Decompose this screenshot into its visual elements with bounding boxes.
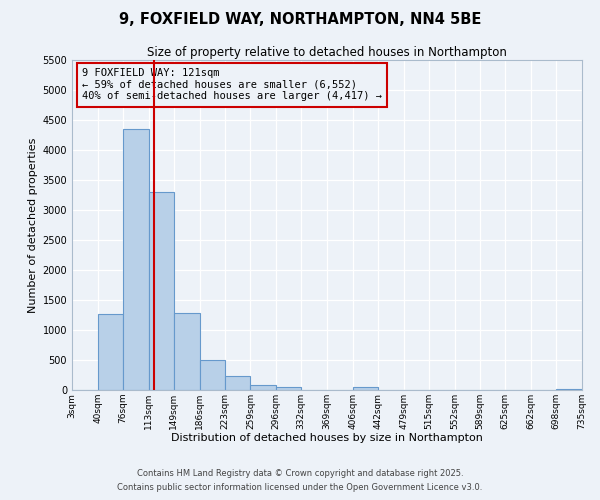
Text: 9, FOXFIELD WAY, NORTHAMPTON, NN4 5BE: 9, FOXFIELD WAY, NORTHAMPTON, NN4 5BE [119,12,481,28]
Title: Size of property relative to detached houses in Northampton: Size of property relative to detached ho… [147,46,507,59]
X-axis label: Distribution of detached houses by size in Northampton: Distribution of detached houses by size … [171,434,483,444]
Text: Contains HM Land Registry data © Crown copyright and database right 2025.: Contains HM Land Registry data © Crown c… [137,468,463,477]
Bar [556,389,582,390]
Bar [199,360,225,390]
Y-axis label: Number of detached properties: Number of detached properties [28,138,38,312]
Bar [98,314,123,390]
Bar [225,376,250,390]
Bar [276,387,301,390]
Bar [174,313,199,390]
Text: Contains public sector information licensed under the Open Government Licence v3: Contains public sector information licen… [118,482,482,492]
Bar [149,192,174,390]
Text: 9 FOXFIELD WAY: 121sqm
← 59% of detached houses are smaller (6,552)
40% of semi-: 9 FOXFIELD WAY: 121sqm ← 59% of detached… [82,68,382,102]
Bar [353,387,378,390]
Bar [123,129,149,390]
Bar [250,385,276,390]
